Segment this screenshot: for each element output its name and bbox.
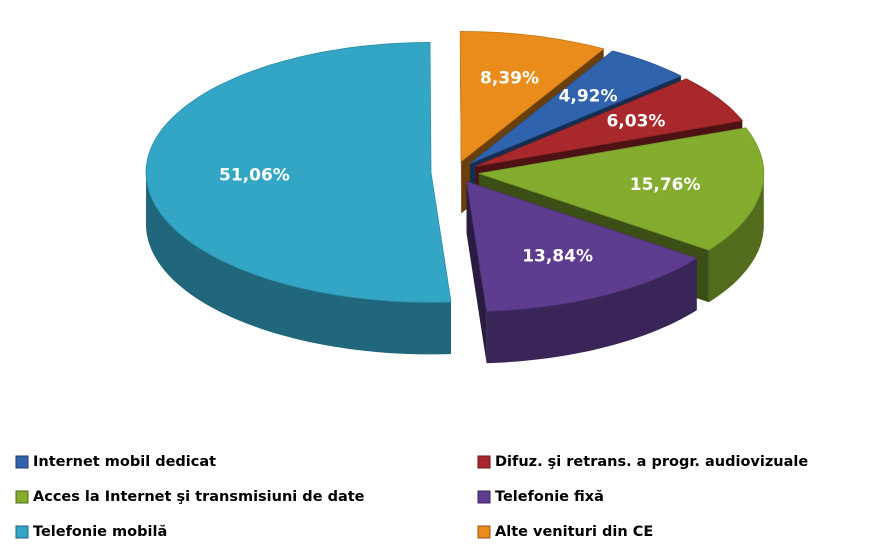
- data-label: 15,76%: [630, 175, 701, 195]
- slice-top: [475, 78, 744, 167]
- pie-slice: [466, 181, 698, 364]
- slice-top: [466, 181, 698, 312]
- slice-top: [478, 127, 765, 251]
- data-label: 51,06%: [219, 165, 290, 185]
- slice-side: [708, 173, 764, 303]
- data-label: 4,92%: [559, 87, 618, 107]
- slice-top: [145, 41, 452, 303]
- data-label: 6,03%: [606, 112, 665, 132]
- slice-top: [469, 50, 682, 164]
- slice-wall: [466, 181, 487, 364]
- legend-swatch: [15, 455, 29, 469]
- legend-label: Alte venituri din CE: [495, 524, 653, 540]
- legend-label: Telefonie mobilă: [33, 524, 167, 540]
- legend-label: Acces la Internet şi transmisiuni de dat…: [33, 489, 365, 505]
- legend-label: Telefonie fixă: [495, 489, 604, 505]
- data-label: 8,39%: [480, 69, 539, 89]
- legend-swatch: [477, 525, 491, 539]
- slice-side: [486, 258, 697, 364]
- legend-swatch: [15, 525, 29, 539]
- slice-top: [459, 30, 605, 163]
- pie-slice: [145, 41, 452, 355]
- legend-swatch: [477, 490, 491, 504]
- legend-swatch: [15, 490, 29, 504]
- data-label: 13,84%: [522, 247, 593, 267]
- slice-side: [146, 172, 451, 355]
- legend-swatch: [477, 455, 491, 469]
- legend-label: Difuz. şi retrans. a progr. audiovizuale: [495, 454, 808, 470]
- legend-label: Internet mobil dedicat: [33, 454, 216, 470]
